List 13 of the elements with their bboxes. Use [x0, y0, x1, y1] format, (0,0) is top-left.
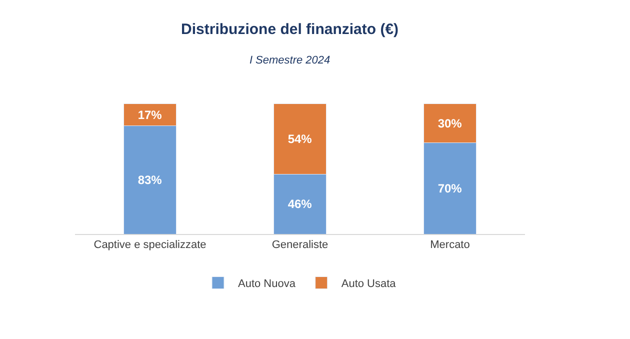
data-label: 70%	[438, 181, 462, 196]
data-label: 83%	[138, 172, 162, 187]
x-tick-label: Captive e specializzate	[94, 239, 206, 252]
x-tick-label: Mercato	[430, 239, 470, 252]
legend-label: Auto Nuova	[238, 278, 296, 290]
x-tick-label: Generaliste	[272, 239, 328, 252]
data-label: 54%	[288, 132, 312, 146]
data-label: 30%	[438, 116, 462, 130]
chart-title: Distribuzione del finanziato (€)	[181, 21, 399, 38]
data-label: 46%	[288, 197, 312, 212]
data-label: 17%	[138, 108, 162, 122]
chart-subtitle: I Semestre 2024	[249, 54, 330, 67]
legend-label: Auto Usata	[341, 278, 397, 290]
